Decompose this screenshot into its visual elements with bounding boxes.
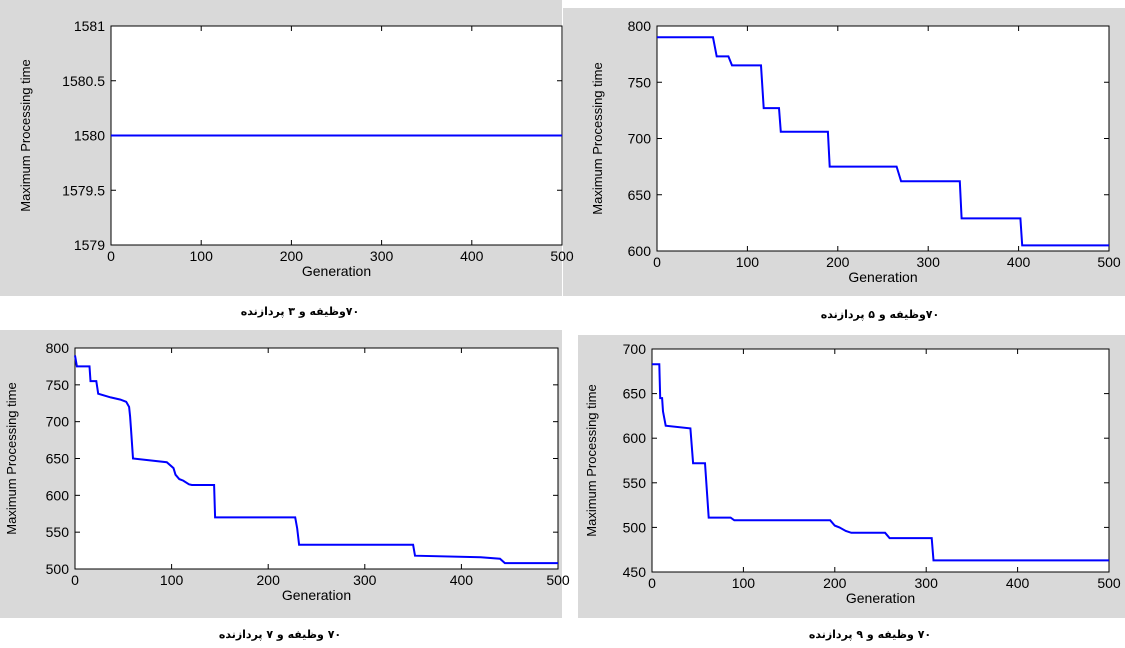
chart-1-y-tick-label: 1579.5 — [62, 182, 105, 198]
chart-2-plot-area — [656, 25, 1110, 252]
chart-3-y-tick-label: 750 — [46, 377, 70, 393]
chart-3-y-tick-label: 550 — [46, 524, 70, 540]
chart-3-x-tick-label: 200 — [257, 572, 281, 588]
chart-3-y-tick-label: 600 — [46, 487, 70, 503]
chart-3-y-tick-label: 500 — [46, 561, 70, 577]
chart-2-y-tick-label: 800 — [628, 18, 652, 34]
chart-4-y-tick-label: 700 — [623, 341, 647, 357]
chart-2-x-axis-label: Generation — [848, 269, 917, 285]
chart-3-y-tick-label: 700 — [46, 414, 70, 430]
chart-2: 0 100 200 300 400 500 600 650 700 750 800 Generatio… — [590, 18, 1121, 285]
chart-1-x-tick-label: 500 — [550, 248, 574, 264]
chart-3-x-tick-label: 300 — [353, 572, 377, 588]
chart-3-x-axis-label: Generation — [282, 587, 351, 603]
chart-4-y-tick-label: 600 — [623, 430, 647, 446]
chart-1: 0 100 200 300 400 500 1579 1579.5 1580 1580.5 1581… — [18, 18, 574, 279]
chart-1-y-tick-label: 1580 — [74, 128, 105, 144]
chart-4-plot-area — [651, 348, 1110, 573]
chart-4-y-axis-label: Maximum Processing time — [584, 384, 599, 536]
chart-1-x-tick-label: 300 — [370, 248, 394, 264]
chart-3: 0 100 200 300 400 500 500 550 600 650 700 750 800 Gen… — [4, 340, 570, 603]
chart-4-y-tick-label: 650 — [623, 386, 647, 402]
chart-2-x-tick-label: 200 — [826, 254, 850, 270]
chart-1-x-tick-label: 100 — [190, 248, 214, 264]
chart-4: 0 100 200 300 400 500 450 500 550 600 650 700 Genera… — [584, 341, 1121, 606]
chart-1-x-axis-label: Generation — [302, 263, 371, 279]
chart-3-y-tick-label: 800 — [46, 340, 70, 356]
chart-1-y-axis-label: Maximum Processing time — [18, 59, 33, 211]
chart-4-y-tick-label: 550 — [623, 475, 647, 491]
chart-3-series-line — [74, 355, 558, 565]
chart-2-y-tick-label: 700 — [628, 131, 652, 147]
chart-4-x-axis-label: Generation — [846, 590, 915, 606]
chart-3-x-tick-label: 500 — [546, 572, 570, 588]
chart-4-x-tick-label: 400 — [1006, 575, 1030, 591]
chart-4-x-tick-label: 0 — [648, 575, 656, 591]
chart-3-x-tick-label: 100 — [160, 572, 184, 588]
chart-3-plot-area — [74, 347, 559, 570]
chart-4-y-tick-label: 500 — [623, 519, 647, 535]
chart-1-x-tick-label: 200 — [280, 248, 304, 264]
chart-3-x-tick-label: 400 — [450, 572, 474, 588]
chart-4-y-tick-label: 450 — [623, 564, 647, 580]
chart-3-caption: ۷۰ وظیفه و ۷ پردازنده — [218, 628, 342, 641]
chart-1-caption: ۷۰وظیفه و ۳ پردازنده — [240, 305, 360, 318]
chart-4-x-tick-label: 200 — [823, 575, 847, 591]
chart-4-x-tick-label: 100 — [732, 575, 756, 591]
chart-2-y-tick-label: 750 — [628, 74, 652, 90]
chart-4-caption: ۷۰ وظیفه و ۹ پردازنده — [808, 628, 932, 641]
chart-2-x-tick-label: 100 — [736, 254, 760, 270]
chart-1-x-tick-label: 0 — [107, 248, 115, 264]
chart-1-y-tick-label: 1579 — [74, 237, 105, 253]
chart-2-x-tick-label: 500 — [1097, 254, 1121, 270]
chart-2-caption: ۷۰وظیفه و ۵ پردازنده — [820, 308, 940, 321]
chart-2-x-tick-label: 300 — [917, 254, 941, 270]
chart-2-y-tick-label: 650 — [628, 187, 652, 203]
chart-2-x-tick-label: 0 — [653, 254, 661, 270]
chart-2-x-tick-label: 400 — [1007, 254, 1031, 270]
chart-4-series-line — [652, 363, 1109, 562]
chart-2-y-tick-label: 600 — [628, 243, 652, 259]
chart-1-x-tick-label: 400 — [460, 248, 484, 264]
chart-2-series-line — [657, 36, 1109, 247]
chart-1-y-tick-label: 1580.5 — [62, 73, 105, 89]
chart-4-x-tick-label: 300 — [915, 575, 939, 591]
chart-3-x-tick-label: 0 — [71, 572, 79, 588]
chart-3-y-tick-label: 650 — [46, 451, 70, 467]
chart-1-y-tick-label: 1581 — [74, 18, 105, 34]
chart-3-y-axis-label: Maximum Processing time — [4, 382, 19, 534]
chart-2-y-axis-label: Maximum Processing time — [590, 62, 605, 214]
chart-4-x-tick-label: 500 — [1097, 575, 1121, 591]
